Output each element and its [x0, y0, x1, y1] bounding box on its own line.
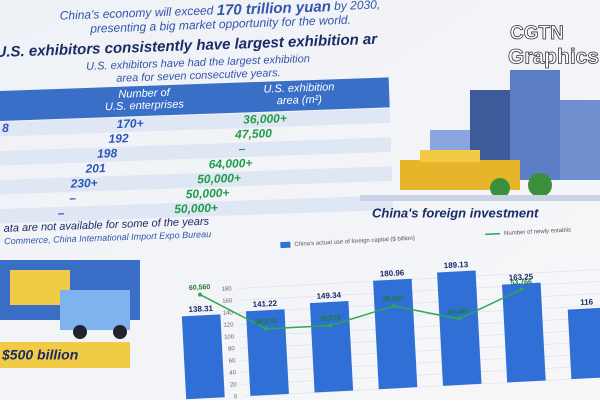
header: China's economy will exceed 170 trillion…: [59, 0, 380, 36]
y-tick-label: 80: [228, 346, 236, 352]
table-cell: 230+: [69, 176, 98, 191]
y-tick-label: 40: [229, 370, 237, 376]
y-tick-label: 180: [221, 286, 232, 293]
table-cell: 198: [97, 146, 118, 161]
table-row-band: [0, 108, 391, 137]
line-point: [456, 316, 461, 321]
bar-value-label: 116: [580, 297, 594, 307]
grid-line: [242, 364, 600, 385]
table-cell: 192: [108, 131, 129, 146]
line-point: [391, 304, 396, 309]
header-line1: China's economy will exceed 170 trillion…: [59, 0, 380, 25]
y-tick-label: 60: [229, 358, 237, 364]
line-series: [199, 288, 522, 330]
line-value-label: 53,766: [510, 279, 532, 287]
table-cell: –: [58, 206, 65, 220]
line-point: [264, 326, 269, 331]
line-point: [519, 287, 524, 292]
y-tick-label: 100: [224, 334, 235, 341]
table-cell: 36,000+: [243, 111, 287, 127]
line-value-label: 48,000: [383, 295, 405, 303]
highlight: 170 trillion yuan: [216, 0, 331, 19]
table-cell: 50,000+: [197, 171, 241, 187]
table-cell: –: [69, 191, 76, 205]
y-tick-label: 0: [234, 394, 238, 400]
grid-line: [237, 268, 600, 289]
grid-line: [239, 304, 600, 325]
bar: [437, 270, 482, 386]
table-cell: 50,000+: [185, 186, 229, 202]
bar-value-label: 138.31: [188, 304, 213, 314]
column-header: area (m²): [277, 94, 323, 108]
y-tick-label: 20: [230, 382, 238, 388]
chart: China's actual use of foreign capital ($…: [181, 227, 600, 400]
table-row-band: [0, 195, 394, 224]
logo: CGTN: [510, 23, 564, 44]
bar-value-label: 163.25: [509, 272, 534, 282]
table-row-band: [0, 137, 392, 166]
grid-line: [240, 328, 600, 349]
logo: Graphics: [508, 46, 599, 69]
y-tick-label: 120: [223, 322, 234, 329]
table-cell: 47,500: [234, 126, 272, 141]
banner: $500 billion: [1, 347, 78, 363]
bar: [373, 278, 418, 390]
legend-swatch: [280, 241, 291, 249]
line-point: [198, 292, 203, 297]
table-cell: 50,000+: [174, 201, 218, 217]
bar: [502, 282, 546, 383]
bar: [567, 307, 600, 380]
bar-value-label: 149.34: [316, 291, 341, 301]
column-header: Number of: [118, 87, 171, 101]
grid-line: [238, 280, 600, 301]
grid-line: [243, 376, 600, 397]
line-value-label: 38,570: [255, 318, 277, 326]
bar-value-label: 189.13: [444, 260, 469, 270]
bar-value-label: 141.22: [252, 299, 277, 309]
table-cell: –: [238, 142, 245, 156]
text: by 2030,: [334, 0, 381, 13]
table-header-band: [0, 77, 390, 122]
grid-line: [241, 352, 600, 373]
line-point: [328, 323, 333, 328]
chart-title: China's foreign investment: [372, 205, 539, 220]
table-row-band: [0, 166, 393, 195]
legend-swatch: [485, 232, 501, 236]
grid-line: [240, 316, 600, 337]
line-value-label: 60,560: [189, 284, 211, 292]
bar: [245, 309, 289, 396]
line-value-label: 38,497: [448, 308, 470, 316]
column-header: U.S. exhibition: [263, 81, 334, 95]
column-header: U.S. enterprises: [105, 98, 185, 113]
city-illustration: [360, 70, 600, 201]
grid-line: [238, 292, 600, 313]
table-cell: 170+: [116, 116, 144, 131]
table-cell: 201: [84, 161, 106, 176]
legend-label: Number of newly establis: [504, 227, 571, 236]
text: China's economy will exceed: [59, 3, 213, 22]
grid-line: [241, 340, 600, 361]
bar: [181, 314, 225, 400]
line-value-label: 38,578: [319, 315, 341, 323]
truck-illustration: [0, 260, 140, 368]
table-cell: 8: [2, 121, 9, 135]
table-subtitle: area for seven consecutive years.: [116, 67, 281, 85]
bar: [309, 301, 354, 393]
bar-value-label: 180.96: [380, 268, 405, 278]
y-tick-label: 140: [223, 310, 234, 317]
y-tick-label: 160: [222, 298, 233, 305]
table-cell: 64,000+: [208, 156, 252, 172]
